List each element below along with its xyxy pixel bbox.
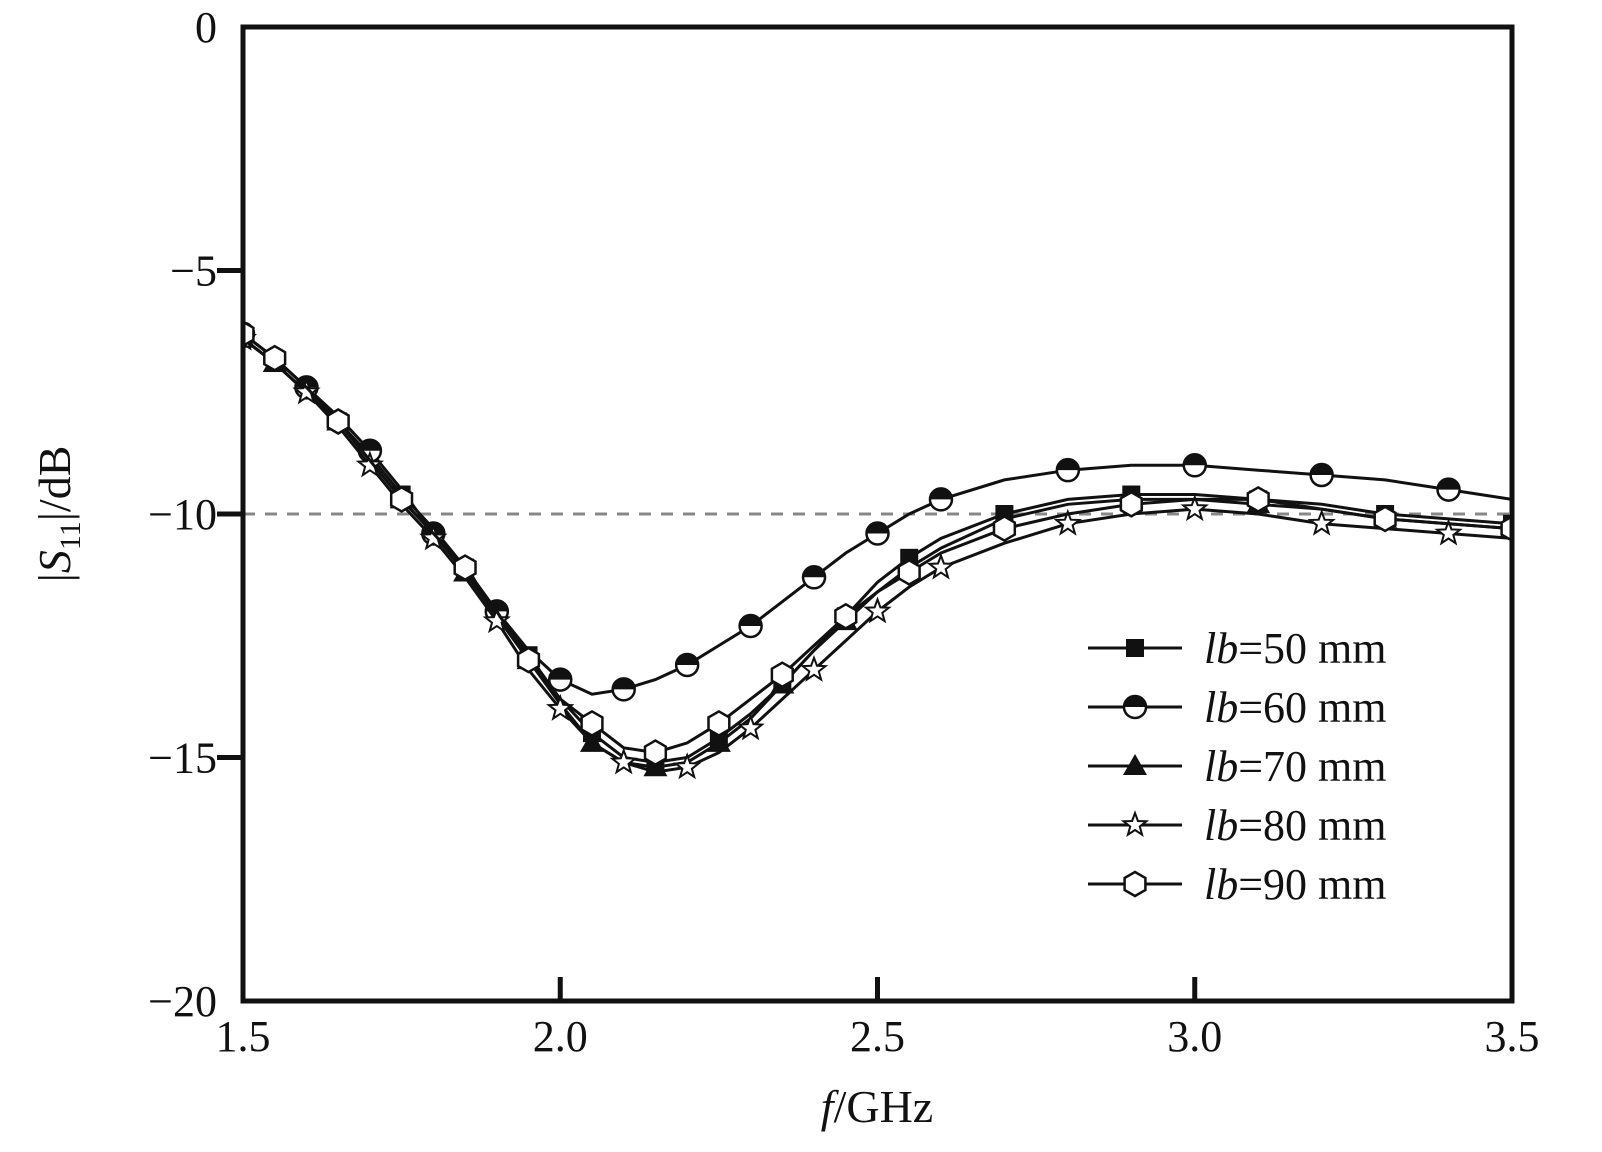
marker-half-circle <box>865 521 890 546</box>
y-axis-title-prefix: | <box>29 573 80 582</box>
marker-half-circle <box>611 677 636 702</box>
y-tick-label: −5 <box>170 247 217 296</box>
marker-star <box>355 450 385 478</box>
marker-hexagon <box>263 344 287 372</box>
marker-hexagon <box>516 646 541 674</box>
y-tick-label: −10 <box>148 490 217 539</box>
x-tick-label: 3.0 <box>1167 1012 1222 1061</box>
marker-hexagon <box>770 661 794 689</box>
marker-half-circle <box>674 652 700 678</box>
legend-label: lb=90 mm <box>1204 860 1387 909</box>
marker-half-circle <box>1182 453 1207 478</box>
marker-hexagon <box>707 709 731 737</box>
series-line <box>243 337 1512 774</box>
marker-star <box>672 752 702 780</box>
legend-item: lb=70 mm <box>1088 742 1387 791</box>
marker-half-circle <box>801 565 827 590</box>
legend-label-value: =80 mm <box>1238 801 1386 850</box>
marker-hexagon <box>1119 490 1143 518</box>
marker-half-circle <box>738 613 763 639</box>
series-hexagon <box>243 320 1512 767</box>
marker-hexagon <box>1123 870 1147 898</box>
legend-label: lb=60 mm <box>1204 683 1387 732</box>
series-star <box>243 323 1512 780</box>
legend-label-italic: lb <box>1204 801 1238 850</box>
y-axis-title-italic: S <box>29 550 80 573</box>
marker-half-circle <box>548 667 573 692</box>
legend-label-value: =90 mm <box>1238 860 1386 909</box>
marker-half-circle <box>1122 694 1148 720</box>
marker-hexagon <box>389 485 414 513</box>
marker-hexagon <box>243 320 255 348</box>
marker-star <box>419 523 448 551</box>
x-axis-title: f/GHz <box>821 1081 933 1132</box>
marker-hexagon <box>643 739 668 767</box>
marker-star <box>1120 810 1150 838</box>
legend-item: lb=60 mm <box>1088 683 1387 732</box>
series-layer <box>243 320 1512 780</box>
marker-hexagon <box>992 515 1017 543</box>
legend-item: lb=80 mm <box>1088 801 1387 850</box>
marker-star <box>1307 508 1336 536</box>
x-tick-label: 3.5 <box>1485 1012 1540 1061</box>
marker-hexagon <box>1373 505 1397 533</box>
marker-hexagon <box>453 554 477 582</box>
y-tick-label: 0 <box>195 3 217 52</box>
marker-star <box>482 606 511 634</box>
marker-star <box>799 654 829 682</box>
legend-label-value: =60 mm <box>1238 683 1386 732</box>
marker-star <box>926 552 956 580</box>
legend-label-italic: lb <box>1204 624 1238 673</box>
legend-item: lb=90 mm <box>1088 860 1387 909</box>
x-tick-label: 1.5 <box>216 1012 271 1061</box>
legend-label-value: =50 mm <box>1238 624 1386 673</box>
marker-star <box>609 747 638 775</box>
marker-half-circle <box>1436 477 1461 502</box>
axis-ticks: 1.5 2.0 2.5 3.0 3.5 0 −5 −10 −15 −20 <box>148 3 1539 1061</box>
x-tick-label: 2.5 <box>850 1012 905 1061</box>
marker-hexagon <box>1246 485 1270 513</box>
marker-triangle <box>1123 754 1147 775</box>
marker-square <box>1126 639 1144 657</box>
y-tick-label: −15 <box>148 734 217 783</box>
legend-label: lb=80 mm <box>1204 801 1387 850</box>
legend-label-value: =70 mm <box>1238 742 1386 791</box>
legend-label-italic: lb <box>1204 742 1238 791</box>
marker-star <box>1434 518 1463 546</box>
marker-star <box>863 596 892 624</box>
marker-hexagon <box>834 602 858 630</box>
marker-half-circle <box>928 487 954 512</box>
legend-label-italic: lb <box>1204 683 1238 732</box>
marker-hexagon <box>580 709 604 737</box>
marker-hexagon <box>897 558 921 586</box>
marker-half-circle <box>1055 457 1081 483</box>
y-axis-title-subscript: 11 <box>54 521 87 550</box>
legend-label: lb=50 mm <box>1204 624 1387 673</box>
marker-star <box>1180 494 1209 522</box>
marker-star <box>1053 508 1083 536</box>
marker-hexagon <box>326 408 350 435</box>
x-axis-title-unit: /GHz <box>834 1081 934 1132</box>
x-tick-label: 2.0 <box>533 1012 588 1061</box>
y-tick-label: −20 <box>148 977 217 1026</box>
legend-label-italic: lb <box>1204 860 1238 909</box>
legend-item: lb=50 mm <box>1088 624 1387 673</box>
y-axis-title: |S11|/dB <box>29 446 87 583</box>
marker-star <box>736 713 765 741</box>
marker-half-circle <box>1309 462 1334 488</box>
marker-hexagon <box>1500 515 1512 543</box>
legend-label: lb=70 mm <box>1204 742 1387 791</box>
marker-star <box>292 377 321 405</box>
y-axis-title-suffix: |/dB <box>29 446 80 522</box>
